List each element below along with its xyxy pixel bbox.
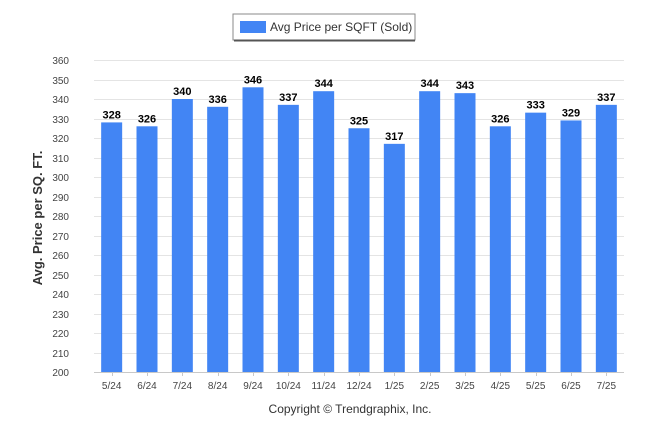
copyright-text: Copyright © Trendgraphix, Inc. [269,402,432,416]
y-tick-label: 350 [52,76,69,87]
bar-value-label: 337 [279,92,297,104]
y-tick-label: 320 [52,134,69,145]
y-tick-label: 270 [52,232,69,243]
y-tick-label: 200 [52,368,69,379]
bar-value-label: 326 [138,113,156,125]
bar-value-label: 346 [244,74,262,86]
legend-swatch [240,21,266,33]
y-tick-label: 310 [52,154,69,165]
legend: Avg Price per SQFT (Sold) [232,13,416,42]
bar [525,112,547,373]
y-tick-label: 300 [52,173,69,184]
y-axis-title: Avg. Price per SQ. FT. [30,151,45,286]
bars: 328 326 340 336 346 337 344 325 317 344 343 326 333 3… [101,74,617,373]
x-tick-label: 8/24 [208,381,228,392]
bar [277,104,299,372]
bar-value-label: 343 [456,80,474,92]
bar-value-label: 328 [102,109,120,121]
bar-value-label: 325 [350,115,368,127]
x-tick-label: 7/25 [597,381,617,392]
bar-value-label: 344 [420,78,439,90]
bar [419,91,441,372]
bar-value-label: 337 [597,92,615,104]
x-tick-label: 4/25 [491,381,511,392]
x-tick-label: 11/24 [312,381,337,392]
x-axis: 5/24 6/24 7/24 8/24 9/24 10/24 11/24 12/24 1/25 2… [94,372,624,392]
y-tick-label: 260 [52,251,69,262]
bar [560,120,582,372]
bar-value-label: 336 [208,94,226,106]
bar [313,91,335,372]
y-tick-label: 210 [52,349,69,360]
x-tick-label: 9/24 [243,381,263,392]
x-tick-label: 5/25 [526,381,546,392]
x-tick-label: 10/24 [276,381,301,392]
y-tick-label: 340 [52,95,69,106]
bar-value-label: 329 [562,107,580,119]
y-axis: 200 210 220 230 240 250 260 270 280 290 300 310 320 3… [52,56,69,379]
bar-value-label: 344 [314,78,333,90]
y-tick-label: 280 [52,212,69,223]
y-tick-label: 220 [52,329,69,340]
x-tick-label: 3/25 [455,381,475,392]
bar [207,106,229,373]
legend-label: Avg Price per SQFT (Sold) [270,20,412,34]
bar [171,99,193,372]
y-tick-label: 240 [52,290,69,301]
bar [595,104,617,372]
x-tick-label: 7/24 [173,381,193,392]
bar-value-label: 340 [173,86,191,98]
bar [383,143,405,372]
x-tick-label: 2/25 [420,381,440,392]
y-tick-label: 360 [52,56,69,67]
bar [101,122,123,373]
y-tick-label: 230 [52,310,69,321]
bar-value-label: 317 [385,131,403,143]
bar [136,126,158,372]
bar [242,87,264,373]
bar [489,126,511,372]
x-tick-label: 6/25 [561,381,581,392]
bar [454,93,476,373]
y-tick-label: 330 [52,115,69,126]
y-tick-label: 290 [52,193,69,204]
y-tick-label: 250 [52,271,69,282]
x-tick-label: 5/24 [102,381,122,392]
bar [348,128,370,372]
x-tick-label: 6/24 [137,381,157,392]
bar-value-label: 326 [491,113,509,125]
x-tick-label: 1/25 [385,381,405,392]
x-tick-label: 12/24 [346,381,371,392]
bar-value-label: 333 [526,100,544,112]
